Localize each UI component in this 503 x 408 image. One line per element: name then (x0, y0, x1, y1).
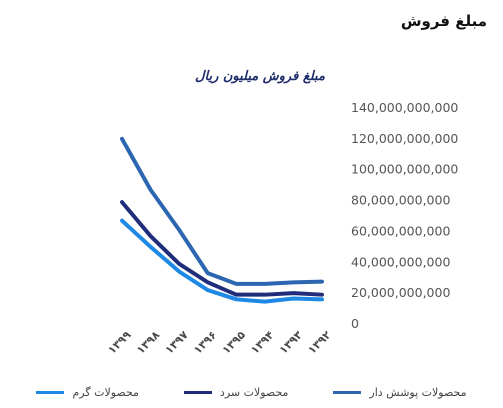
y-tick-label: 140,000,000,000 (351, 100, 458, 115)
legend-item: محصولات سرد (183, 386, 289, 399)
y-tick-label: 0 (351, 316, 359, 331)
page-heading: مبلغ فروش (400, 12, 487, 30)
legend-label: محصولات سرد (219, 386, 289, 399)
x-tick-label: ۱۳۹۹ (105, 328, 133, 356)
y-tick-label: 80,000,000,000 (351, 193, 450, 208)
y-tick-label: 20,000,000,000 (351, 285, 450, 300)
legend-swatch (36, 391, 65, 394)
series-line (120, 136, 324, 286)
y-tick-label: 120,000,000,000 (351, 131, 458, 146)
legend-label: محصولات گرم (72, 386, 139, 399)
y-tick-label: 60,000,000,000 (351, 223, 450, 238)
x-tick-label: ۱۳۹۷ (163, 328, 191, 356)
x-tick-label: ۱۳۹۲ (305, 328, 333, 356)
legend-item: محصولات پوشش دار (333, 386, 467, 399)
x-tick-label: ۱۳۹۳ (277, 328, 305, 356)
chart-legend: محصولات پوشش دار محصولات سرد محصولات گرم (0, 386, 503, 399)
x-tick-label: ۱۳۹۵ (220, 328, 248, 356)
series-line (120, 218, 324, 304)
legend-swatch (183, 391, 212, 394)
legend-swatch (333, 391, 362, 394)
legend-item: محصولات گرم (36, 386, 139, 399)
legend-label: محصولات پوشش دار (369, 386, 467, 399)
y-tick-label: 100,000,000,000 (351, 162, 458, 177)
x-tick-label: ۱۳۹۶ (191, 328, 219, 356)
chart-title: مبلغ فروش میلیون ریال (195, 69, 325, 84)
y-tick-label: 40,000,000,000 (351, 254, 450, 269)
series-line (120, 200, 324, 297)
x-tick-label: ۱۳۹۸ (134, 328, 162, 356)
x-tick-label: ۱۳۹۴ (248, 328, 276, 356)
